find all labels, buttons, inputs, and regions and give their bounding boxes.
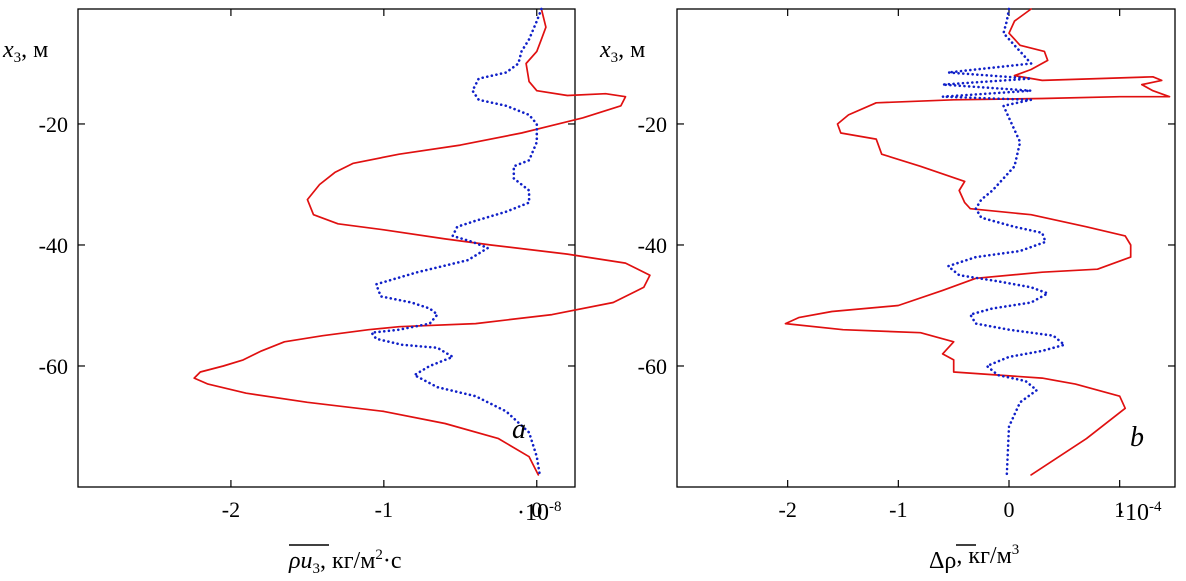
panel-a-ticks: [78, 9, 575, 487]
panel-a-x-scale-exp: -8: [549, 499, 562, 515]
panel-b-x-scale-label: ·10: [1117, 500, 1149, 526]
panel-b-ylabel-unit: , м: [618, 37, 645, 63]
panel-b-x-tick-label: 0: [1004, 497, 1015, 522]
panel-a-x-axis-label: ρu3, кг/м2·с: [288, 547, 402, 577]
panel-b-series: [784, 7, 1171, 477]
panel-b-y-tick-label: -20: [638, 112, 667, 137]
panel-a-series: [193, 7, 651, 477]
panel-a-x-tick-labels: -2 -1 0: [222, 497, 543, 522]
panel-b-y-axis-label: x3, м: [599, 37, 645, 66]
panel-a-x-tick-label: 0: [531, 497, 542, 522]
panel-b-x-scale: ·10-4: [1117, 499, 1162, 526]
panel-b-y-tick-label: -40: [638, 233, 667, 258]
panel-a-dotted-series-line: [370, 7, 543, 477]
panel-b-solid-series-line: [784, 8, 1171, 476]
panel-a-ylabel-unit: , м: [21, 37, 48, 63]
panel-b: -2 -1 0 1 -20-40-60 x3, м ·10-4 b Δρ, кг/м3: [599, 7, 1176, 574]
panel-b-xlabel-var: Δρ: [929, 548, 956, 574]
panel-a-ylabel-var: x: [2, 37, 14, 63]
panel-b-x-scale-exp: -4: [1149, 499, 1162, 515]
panel-b-y-tick-labels: -20 -40 -60: [638, 112, 667, 379]
panel-a-solid-series-line: [193, 8, 651, 476]
panel-a: -2 -1 0 -20-40-60 x3, м ·10-8 a ρu3, кг/м2…: [2, 7, 651, 577]
panel-b-dotted-series-line: [941, 7, 1066, 477]
panel-a-y-tick-label: -60: [39, 354, 68, 379]
panel-a-y-tick-labels: -20 -40 -60: [39, 112, 68, 379]
panel-b-letter: b: [1130, 422, 1144, 453]
panel-b-x-tick-labels: -2 -1 0 1: [779, 497, 1126, 522]
panel-b-ylabel-sub: 3: [611, 50, 619, 66]
panel-a-xlabel-tail: ·с: [383, 548, 402, 574]
panel-b-ylabel-var: x: [599, 37, 611, 63]
panel-b-x-tick-label: 1: [1114, 497, 1125, 522]
panel-a-x-tick-label: -2: [222, 497, 240, 522]
panel-b-ticks: [677, 9, 1175, 487]
panel-b-x-axis-label: Δρ, кг/м3: [929, 542, 1019, 574]
panel-b-y-tick-label: -60: [638, 354, 667, 379]
panel-a-y-tick-label: -40: [39, 233, 68, 258]
panel-b-xlabel-sup: 3: [1012, 542, 1020, 558]
panel-b-frame: [676, 8, 1176, 488]
panel-a-xlabel-sub: 3: [313, 561, 321, 577]
panel-b-xlabel-unit: , кг/м: [956, 543, 1011, 569]
panel-a-y-axis-label: x3, м: [2, 37, 48, 66]
panel-a-x-scale: ·10-8: [517, 499, 562, 526]
panel-a-x-tick-label: -1: [375, 497, 393, 522]
panel-a-x-scale-label: ·10: [517, 500, 549, 526]
panel-a-y-tick-label: -20: [39, 112, 68, 137]
panel-a-frame: [77, 8, 576, 488]
panel-a-letter: a: [512, 414, 526, 445]
panel-b-x-tick-label: -1: [889, 497, 907, 522]
panel-a-ylabel-sub: 3: [14, 50, 22, 66]
panel-a-xlabel-var: ρu: [288, 548, 313, 574]
panel-a-xlabel-unit: , кг/м: [320, 548, 375, 574]
panel-b-x-tick-label: -2: [779, 497, 797, 522]
panel-a-xlabel-sup: 2: [375, 547, 383, 563]
